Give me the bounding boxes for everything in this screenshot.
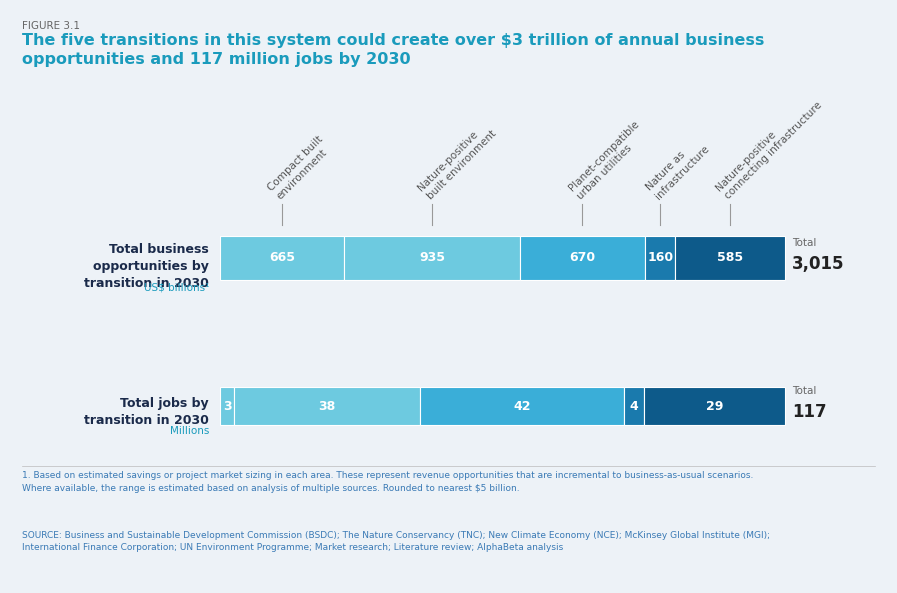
Text: Nature-positive
connecting infrastructure: Nature-positive connecting infrastructur…	[714, 91, 824, 202]
Text: Millions: Millions	[170, 426, 209, 436]
Text: The five transitions in this system could create over $3 trillion of annual busi: The five transitions in this system coul…	[22, 33, 765, 68]
Text: 935: 935	[419, 251, 445, 264]
Text: SOURCE: Business and Sustainable Development Commission (BSDC); The Nature Conse: SOURCE: Business and Sustainable Develop…	[22, 531, 771, 552]
Bar	[675, 236, 785, 280]
Bar	[220, 236, 344, 280]
Bar	[519, 236, 645, 280]
Text: Total: Total	[792, 387, 816, 396]
Text: Total: Total	[792, 238, 816, 248]
Text: 29: 29	[706, 400, 723, 413]
Text: 160: 160	[647, 251, 674, 264]
Bar	[344, 236, 519, 280]
Text: 585: 585	[717, 251, 743, 264]
Text: 665: 665	[269, 251, 295, 264]
Bar	[643, 387, 785, 426]
Text: 38: 38	[318, 400, 335, 413]
Text: 670: 670	[570, 251, 596, 264]
Bar	[645, 236, 675, 280]
Text: Compact built
environment: Compact built environment	[266, 133, 334, 202]
Text: Nature-positive
built environment: Nature-positive built environment	[416, 120, 498, 202]
Bar	[420, 387, 624, 426]
Text: Planet-compatible
urban utilities: Planet-compatible urban utilities	[567, 119, 649, 202]
Text: 4: 4	[630, 400, 639, 413]
Text: FIGURE 3.1: FIGURE 3.1	[22, 21, 81, 31]
Bar	[624, 387, 643, 426]
Bar	[234, 387, 420, 426]
Text: Total business
opportunities by
transition in 2030: Total business opportunities by transiti…	[84, 243, 209, 290]
Text: Nature as
infrastructure: Nature as infrastructure	[644, 135, 711, 202]
Text: 117: 117	[792, 403, 827, 421]
Text: 3: 3	[222, 400, 231, 413]
Bar	[220, 387, 234, 426]
Text: Total jobs by
transition in 2030: Total jobs by transition in 2030	[84, 397, 209, 428]
Text: 42: 42	[513, 400, 530, 413]
Text: 3,015: 3,015	[792, 255, 845, 273]
Text: US$ billions¹: US$ billions¹	[144, 283, 209, 292]
Text: 1. Based on estimated savings or project market sizing in each area. These repre: 1. Based on estimated savings or project…	[22, 471, 753, 493]
